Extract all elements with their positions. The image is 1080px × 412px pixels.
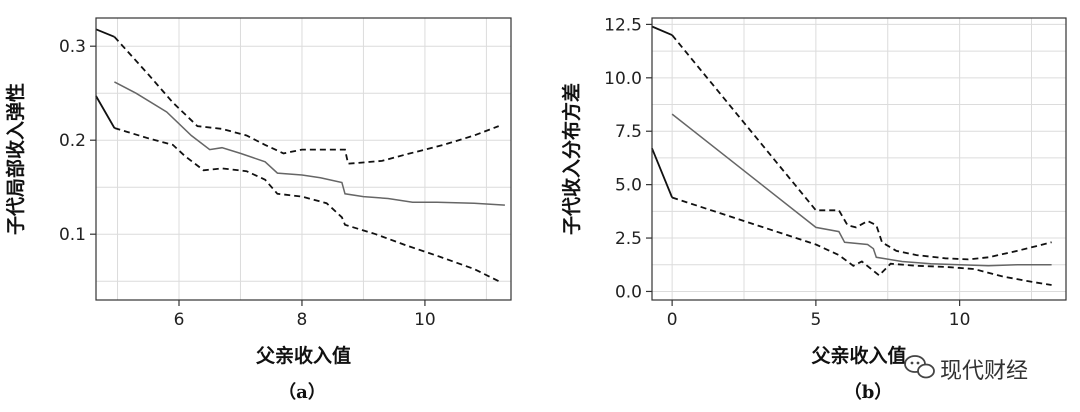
y-tick-label-b-1: 2.5 bbox=[615, 229, 642, 249]
series-line-a-1 bbox=[113, 36, 500, 165]
y-tick-label-b-4: 10.0 bbox=[604, 69, 642, 89]
watermark: 现代财经 bbox=[904, 355, 1028, 384]
y-tick-label-b-0: 0.0 bbox=[615, 282, 642, 302]
y-tick-label-a-0: 0.1 bbox=[59, 225, 86, 245]
series-line-a-4 bbox=[95, 95, 116, 129]
series-line-a-3 bbox=[95, 28, 115, 38]
watermark-text: 现代财经 bbox=[940, 359, 1028, 384]
series-line-b-0 bbox=[671, 113, 1052, 267]
x-tick-label-a-1: 8 bbox=[297, 310, 308, 330]
chart-panel-b: 0 5 10 0.0 2.5 5.0 7.5 10.0 12.5 父亲收入值 子代收入分布方差 bbox=[560, 15, 1067, 367]
chart-panel-a: 6 8 10 0.1 0.2 0.3 父亲收入值 子代局部收入弹性 bbox=[4, 17, 512, 367]
wechat-icon bbox=[904, 355, 935, 379]
x-tick-label-a-2: 10 bbox=[414, 310, 436, 330]
y-tick-label-b-3: 7.5 bbox=[615, 122, 642, 142]
x-tick-label-b-2: 10 bbox=[949, 310, 971, 330]
y-tick-label-b-2: 5.0 bbox=[615, 176, 642, 196]
panel-label-a: （a） bbox=[278, 382, 326, 403]
series-line-a-0 bbox=[114, 81, 505, 206]
panel-label-b: （b） bbox=[844, 382, 893, 403]
x-axis-title-a: 父亲收入值 bbox=[255, 344, 351, 367]
y-axis-title-b: 子代收入分布方差 bbox=[560, 83, 583, 235]
plot-frame-b bbox=[651, 17, 1067, 301]
x-tick-label-b-0: 0 bbox=[667, 310, 678, 330]
x-axis-title-b: 父亲收入值 bbox=[810, 344, 906, 367]
series-line-a-2 bbox=[114, 127, 500, 283]
series-line-b-3 bbox=[651, 25, 673, 36]
x-tick-label-b-1: 5 bbox=[810, 310, 821, 330]
series-line-b-4 bbox=[651, 147, 673, 198]
y-axis-title-a: 子代局部收入弹性 bbox=[4, 83, 27, 235]
y-tick-label-a-2: 0.3 bbox=[59, 37, 86, 57]
y-tick-label-a-1: 0.2 bbox=[59, 131, 86, 151]
x-tick-label-a-0: 6 bbox=[174, 310, 185, 330]
series-line-b-1 bbox=[671, 34, 1052, 261]
series-line-b-2 bbox=[671, 196, 1052, 286]
plot-frame-a bbox=[95, 17, 512, 301]
y-tick-label-b-5: 12.5 bbox=[604, 15, 642, 35]
